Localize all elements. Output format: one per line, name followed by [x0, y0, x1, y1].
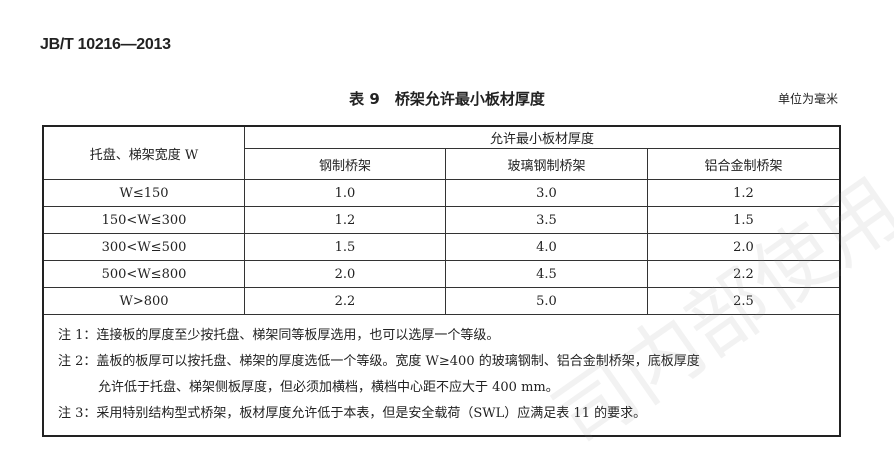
value-cell: 5.0 [445, 287, 648, 315]
width-cell: 150<W≤300 [42, 206, 245, 234]
table-row: 150<W≤300 1.2 3.5 1.5 [42, 206, 841, 234]
value-cell: 2.5 [647, 287, 841, 315]
table-row: 500<W≤800 2.0 4.5 2.2 [42, 260, 841, 288]
width-cell: 300<W≤500 [42, 233, 245, 261]
column-header: 玻璃钢制桥架 [445, 148, 648, 180]
table-row: W>800 2.2 5.0 2.5 [42, 287, 841, 315]
column-header: 钢制桥架 [244, 148, 446, 180]
width-cell: 500<W≤800 [42, 260, 245, 288]
value-cell: 1.5 [647, 206, 841, 234]
unit-label: 单位为毫米 [777, 92, 838, 106]
value-cell: 4.5 [445, 260, 648, 288]
value-cell: 2.2 [244, 287, 446, 315]
value-cell: 3.5 [445, 206, 648, 234]
value-cell: 2.2 [647, 260, 841, 288]
note-3: 注 3：采用特别结构型式桥架，板材厚度允许低于本表，但是安全载荷（SWL）应满足… [58, 406, 647, 421]
width-cell: W>800 [42, 287, 245, 315]
table-title: 表 9 桥架允许最小板材厚度 [349, 90, 545, 108]
note-1: 注 1：连接板的厚度至少按托盘、梯架同等板厚选用，也可以选厚一个等级。 [58, 328, 500, 343]
value-cell: 3.0 [445, 179, 648, 207]
value-cell: 1.0 [244, 179, 446, 207]
thickness-table: 托盘、梯架宽度 W 允许最小板材厚度 钢制桥架 玻璃钢制桥架 铝合金制桥架 W≤… [42, 125, 841, 437]
value-cell: 2.0 [244, 260, 446, 288]
note-2-continued: 允许低于托盘、梯架侧板厚度，但必须加横档，横档中心距不应大于 400 mm。 [98, 380, 559, 395]
value-cell: 2.0 [647, 233, 841, 261]
table-row: W≤150 1.0 3.0 1.2 [42, 179, 841, 207]
group-header: 允许最小板材厚度 [244, 125, 841, 149]
value-cell: 1.2 [244, 206, 446, 234]
table-notes: 注 1：连接板的厚度至少按托盘、梯架同等板厚选用，也可以选厚一个等级。 注 2：… [42, 314, 841, 437]
row-header: 托盘、梯架宽度 W [42, 125, 245, 180]
value-cell: 1.2 [647, 179, 841, 207]
note-2: 注 2：盖板的板厚可以按托盘、梯架的厚度选低一个等级。宽度 W≥400 的玻璃钢… [58, 354, 700, 369]
standard-number: JB/T 10216—2013 [40, 36, 171, 53]
value-cell: 1.5 [244, 233, 446, 261]
column-header: 铝合金制桥架 [647, 148, 841, 180]
table-row: 300<W≤500 1.5 4.0 2.0 [42, 233, 841, 261]
value-cell: 4.0 [445, 233, 648, 261]
width-cell: W≤150 [42, 179, 245, 207]
